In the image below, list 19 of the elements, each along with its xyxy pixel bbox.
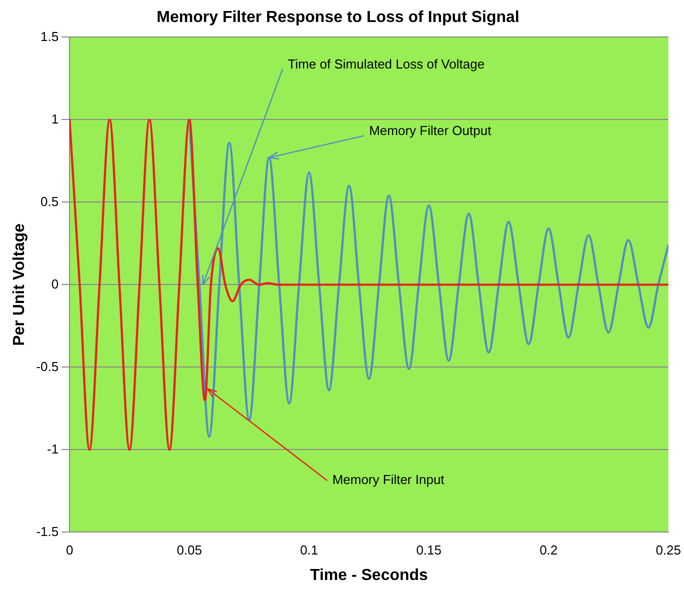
x-tick-label: 0.2: [540, 542, 558, 558]
y-tick-label: -1.5: [36, 524, 59, 539]
x-tick-label: 0.1: [300, 542, 318, 558]
x-tick-label: 0: [66, 542, 74, 558]
x-axis-title: Time - Seconds: [310, 566, 428, 584]
y-tick-label: 0.5: [40, 194, 59, 209]
x-tick-label: 0.05: [176, 542, 202, 558]
chart-title: Memory Filter Response to Loss of Input Signal: [156, 9, 520, 26]
y-tick-label: -1: [47, 441, 59, 456]
x-tick-label: 0.15: [416, 542, 442, 558]
annotation: Time of Simulated Loss of Voltage: [288, 56, 485, 72]
x-tick-label: 0.25: [656, 542, 682, 558]
y-axis-title: Per Unit Voltage: [11, 223, 28, 346]
annotation: Memory Filter Output: [369, 123, 492, 138]
y-tick-label: 1.5: [40, 28, 59, 44]
y-tick-label: 0: [51, 276, 59, 292]
y-tick-label: 1: [51, 111, 59, 126]
annotation: Memory Filter Input: [332, 472, 445, 488]
y-tick-label: -0.5: [36, 358, 59, 374]
